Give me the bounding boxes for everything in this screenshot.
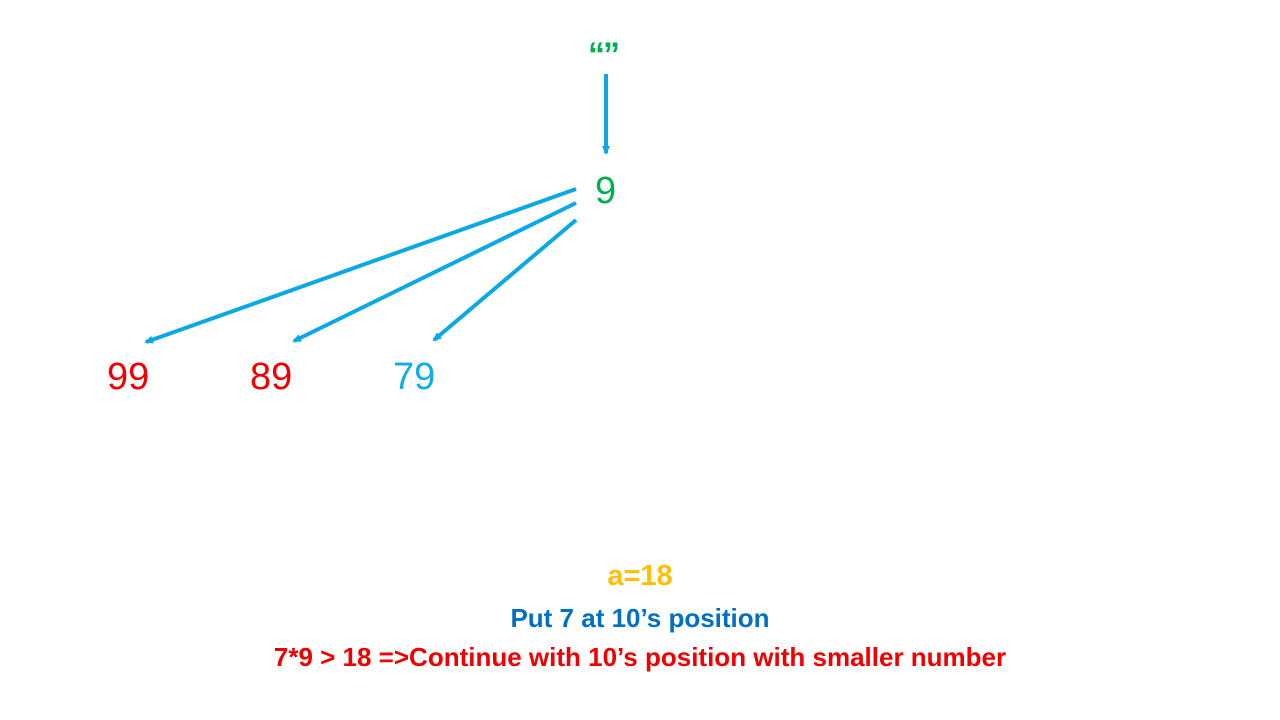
root-node-empty-string: “” [588,36,620,74]
arrow-9-to-89 [292,201,577,343]
comparison-caption: 7*9 > 18 =>Continue with 10’s position w… [273,642,1007,672]
put-step-caption: Put 7 at 10’s position [510,603,770,633]
a-value-caption: a=18 [607,560,673,592]
child-node-79: 79 [393,356,436,398]
child-node-99: 99 [107,356,150,398]
node-9: 9 [595,170,617,212]
arrow-9-to-99 [144,187,577,344]
arrow-9-to-79 [432,218,578,342]
child-node-89: 89 [250,356,293,398]
